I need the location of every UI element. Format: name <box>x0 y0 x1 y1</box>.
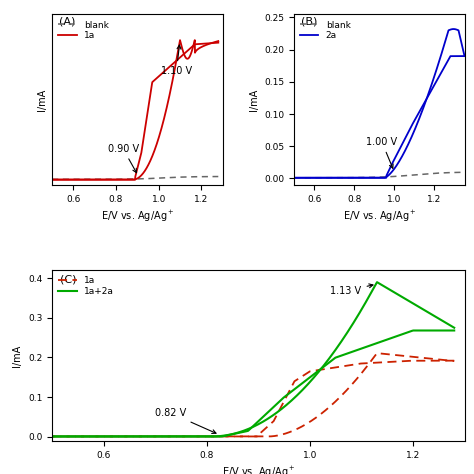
X-axis label: E/V vs. Ag/Ag$^+$: E/V vs. Ag/Ag$^+$ <box>100 209 174 224</box>
Y-axis label: I/mA: I/mA <box>12 345 22 366</box>
Text: 1.13 V: 1.13 V <box>330 284 373 296</box>
Text: (C): (C) <box>60 274 77 284</box>
Text: (A): (A) <box>59 17 75 27</box>
Legend: 1a, 1a+2a: 1a, 1a+2a <box>57 275 115 298</box>
Text: 0.82 V: 0.82 V <box>155 408 216 433</box>
Y-axis label: I/mA: I/mA <box>249 89 259 110</box>
Legend: blank, 1a: blank, 1a <box>57 19 110 42</box>
Y-axis label: I/mA: I/mA <box>36 89 46 110</box>
Text: 1.10 V: 1.10 V <box>161 45 192 76</box>
X-axis label: E/V vs. Ag/Ag$^+$: E/V vs. Ag/Ag$^+$ <box>221 465 295 474</box>
X-axis label: E/V vs. Ag/Ag$^+$: E/V vs. Ag/Ag$^+$ <box>343 209 416 224</box>
Text: (B): (B) <box>301 17 317 27</box>
Legend: blank, 2a: blank, 2a <box>299 19 352 42</box>
Text: 0.90 V: 0.90 V <box>108 144 139 173</box>
Text: 1.00 V: 1.00 V <box>366 137 397 168</box>
